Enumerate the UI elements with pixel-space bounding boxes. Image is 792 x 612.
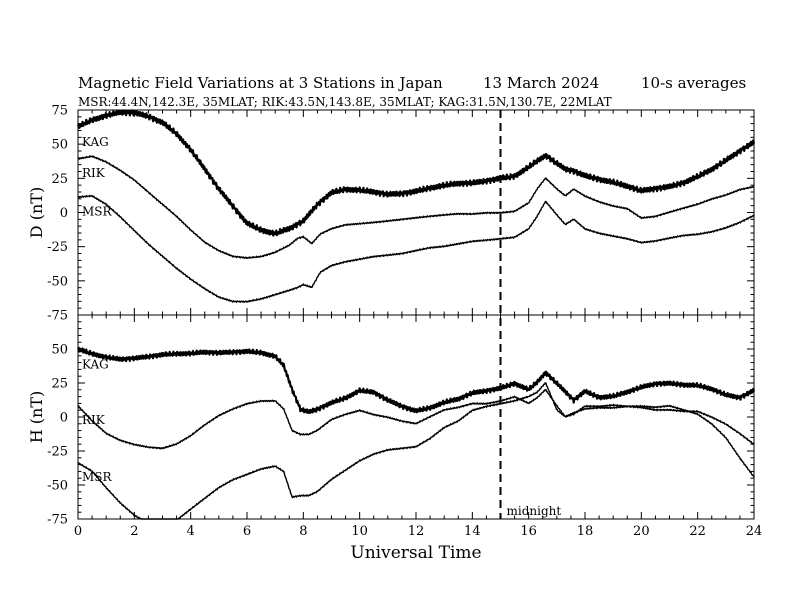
figure-title: Magnetic Field Variations at 3 Stations … (78, 74, 443, 92)
y-tick-label: -50 (47, 479, 68, 494)
rik-series-line (77, 155, 755, 260)
y-tick-label: 25 (51, 172, 68, 187)
y-tick-label: -50 (47, 274, 68, 289)
y-tick-label: 0 (60, 411, 68, 426)
msr-series-line (77, 194, 755, 303)
x-tick-label: 14 (464, 524, 481, 539)
y-tick-label: -25 (47, 445, 68, 460)
x-tick-label: 6 (243, 524, 251, 539)
y-tick-label: 50 (51, 343, 68, 358)
x-tick-label: 4 (187, 524, 195, 539)
d-component-panel: 75 50 25 0 -25 -50 -75 D (nT) KAG RIK MSR (27, 104, 756, 324)
msr-series-line (77, 382, 755, 520)
x-tick-label: 8 (299, 524, 307, 539)
x-tick-label: 10 (351, 524, 368, 539)
y-axis-label: H (nT) (27, 391, 46, 444)
y-tick-label: -75 (47, 513, 68, 528)
x-tick-label: 12 (408, 524, 425, 539)
x-axis-label: Universal Time (350, 543, 481, 563)
kag-series-line (76, 109, 756, 237)
x-tick-label: 2 (130, 524, 138, 539)
kag-series-label: KAG (82, 135, 109, 149)
y-axis-label: D (nT) (27, 187, 46, 238)
midnight-label: midnight (507, 504, 562, 518)
y-tick-label: 50 (51, 138, 68, 153)
x-tick-label: 22 (689, 524, 706, 539)
x-tick-label: 24 (746, 524, 763, 539)
figure-date: 13 March 2024 (483, 74, 599, 92)
y-tick-label: 25 (51, 377, 68, 392)
rik-series-label: RIK (82, 413, 106, 427)
x-tick-label: 20 (633, 524, 650, 539)
panel-frame (77, 314, 755, 520)
x-tick-label: 16 (520, 524, 537, 539)
msr-series-label: MSR (82, 470, 113, 484)
y-tick-label: 0 (60, 206, 68, 221)
y-tick-label: -75 (47, 309, 68, 324)
rik-series-label: RIK (82, 166, 106, 180)
kag-series-label: KAG (82, 357, 109, 371)
averaging-note: 10-s averages (641, 74, 746, 92)
x-tick-label: 0 (74, 524, 82, 539)
y-tick-label: 75 (51, 104, 68, 119)
kag-series-line (77, 346, 756, 415)
station-coordinates: MSR:44.4N,142.3E, 35MLAT; RIK:43.5N,143.… (78, 95, 612, 109)
x-tick-label: 18 (577, 524, 594, 539)
msr-series-label: MSR (82, 204, 113, 218)
rik-series-line (77, 388, 755, 450)
y-tick-label: -25 (47, 240, 68, 255)
